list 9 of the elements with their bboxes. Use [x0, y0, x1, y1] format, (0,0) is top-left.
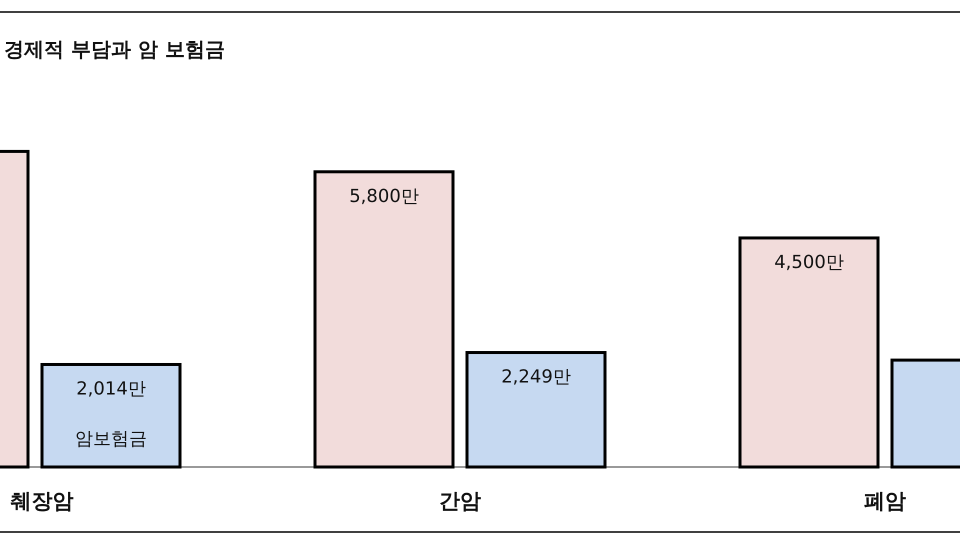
- data-label: 2,014만: [76, 378, 146, 400]
- data-label: 4,500만: [774, 252, 844, 273]
- series-label: 암보험금: [75, 428, 147, 450]
- x-tick-label: 췌장암: [10, 489, 74, 513]
- x-tick-label: 폐암: [864, 489, 906, 513]
- x-tick-label: 간암: [439, 489, 481, 513]
- data-label: 2,249만: [501, 366, 571, 388]
- chart-title: 경제적 부담과 암 보험금: [4, 37, 225, 61]
- data-label: 5,800만: [349, 186, 419, 207]
